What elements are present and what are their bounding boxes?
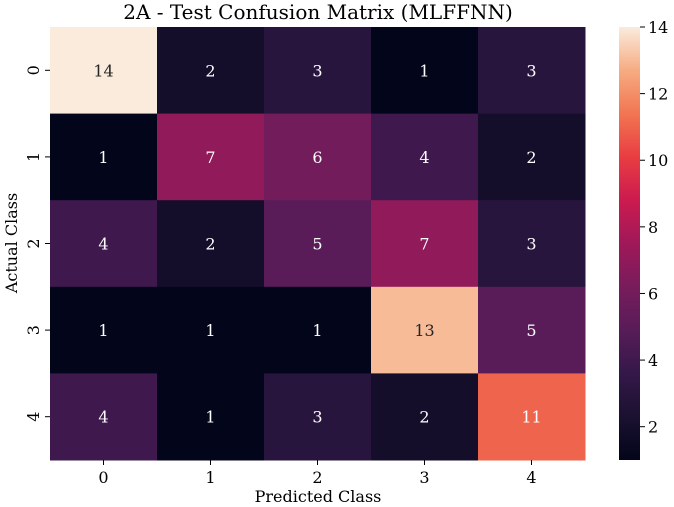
y-axis-ticks: 0 1 2 3 4	[24, 65, 50, 422]
heatmap-cell-2-1	[157, 200, 265, 288]
cell-value-label: 7	[205, 148, 215, 167]
cell-value-label: 1	[312, 321, 322, 340]
cell-value-label: 1	[205, 321, 215, 340]
cell-value-label: 2	[205, 61, 215, 80]
cell-value-label: 2	[526, 148, 536, 167]
colorbar-tick-label: 4	[648, 351, 658, 370]
y-tick-label: 3	[24, 325, 43, 335]
heatmap-cell-1-3	[371, 113, 479, 201]
cell-value-label: 1	[98, 321, 108, 340]
cell-value-label: 1	[205, 408, 215, 427]
cell-value-label: 6	[312, 148, 322, 167]
heatmap-cell-4-1	[157, 373, 265, 461]
colorbar-tick-label: 2	[648, 418, 658, 437]
cell-value-label: 4	[419, 148, 429, 167]
y-tick-label: 2	[24, 238, 43, 248]
heatmap-cell-0-3	[371, 27, 479, 115]
cell-value-label: 11	[521, 408, 541, 427]
x-tick-label: 3	[419, 468, 429, 487]
heatmap-cell-0-0	[50, 27, 158, 115]
y-tick-label: 4	[24, 412, 43, 422]
heatmap-cell-4-3	[371, 373, 479, 461]
heatmap-cell-3-3	[371, 286, 479, 374]
chart-title: 2A - Test Confusion Matrix (MLFFNN)	[123, 0, 513, 24]
x-tick-label: 4	[526, 468, 536, 487]
colorbar-tick-label: 14	[648, 18, 668, 37]
x-tick-label: 1	[205, 468, 215, 487]
y-tick-label: 1	[24, 152, 43, 162]
heatmap-cell-0-4	[478, 27, 586, 115]
cell-value-label: 3	[312, 61, 322, 80]
heatmap-cell-0-2	[264, 27, 372, 115]
heatmap-cell-2-2	[264, 200, 372, 288]
colorbar	[619, 27, 640, 460]
cell-value-label: 5	[526, 321, 536, 340]
cell-value-label: 1	[419, 61, 429, 80]
cell-value-label: 3	[526, 61, 536, 80]
x-axis-label: Predicted Class	[255, 487, 382, 506]
x-tick-label: 2	[312, 468, 322, 487]
heatmap-cell-2-3	[371, 200, 479, 288]
heatmap-cell-2-4	[478, 200, 586, 288]
colorbar-ticks: 2 4 6 8 10 12 14	[640, 18, 668, 437]
heatmap-cell-4-0	[50, 373, 158, 461]
y-axis-label: Actual Class	[2, 193, 21, 294]
heatmap-cell-4-2	[264, 373, 372, 461]
cell-value-label: 1	[98, 148, 108, 167]
cell-value-label: 4	[98, 408, 108, 427]
heatmap-cell-0-1	[157, 27, 265, 115]
cell-value-label: 7	[419, 235, 429, 254]
x-axis-ticks: 0 1 2 3 4	[98, 460, 537, 487]
heatmap-cell-3-1	[157, 286, 265, 374]
cell-value-label: 4	[98, 235, 108, 254]
cell-value-label: 14	[93, 61, 113, 80]
heatmap-cell-3-0	[50, 286, 158, 374]
heatmap-cell-1-1	[157, 113, 265, 201]
colorbar-tick-label: 12	[648, 85, 668, 104]
y-tick-label: 0	[24, 65, 43, 75]
cell-value-label: 2	[205, 235, 215, 254]
heatmap-cell-2-0	[50, 200, 158, 288]
heatmap-cell-1-0	[50, 113, 158, 201]
heatmap-cell-4-4	[478, 373, 586, 461]
cell-value-label: 3	[526, 235, 536, 254]
x-tick-label: 0	[98, 468, 108, 487]
colorbar-tick-label: 6	[648, 284, 658, 303]
colorbar-tick-label: 10	[648, 151, 668, 170]
cell-value-label: 5	[312, 235, 322, 254]
heatmap-cell-3-4	[478, 286, 586, 374]
heatmap-grid: 14 2 3 1 31 7 6 4 24 2 5 7 31 1 1 13 54 1 3 2 11	[50, 27, 586, 461]
heatmap-cell-1-4	[478, 113, 586, 201]
cell-value-label: 2	[419, 408, 429, 427]
heatmap-cell-3-2	[264, 286, 372, 374]
cell-value-label: 13	[414, 321, 434, 340]
heatmap-cell-1-2	[264, 113, 372, 201]
colorbar-tick-label: 8	[648, 218, 658, 237]
cell-value-label: 3	[312, 408, 322, 427]
